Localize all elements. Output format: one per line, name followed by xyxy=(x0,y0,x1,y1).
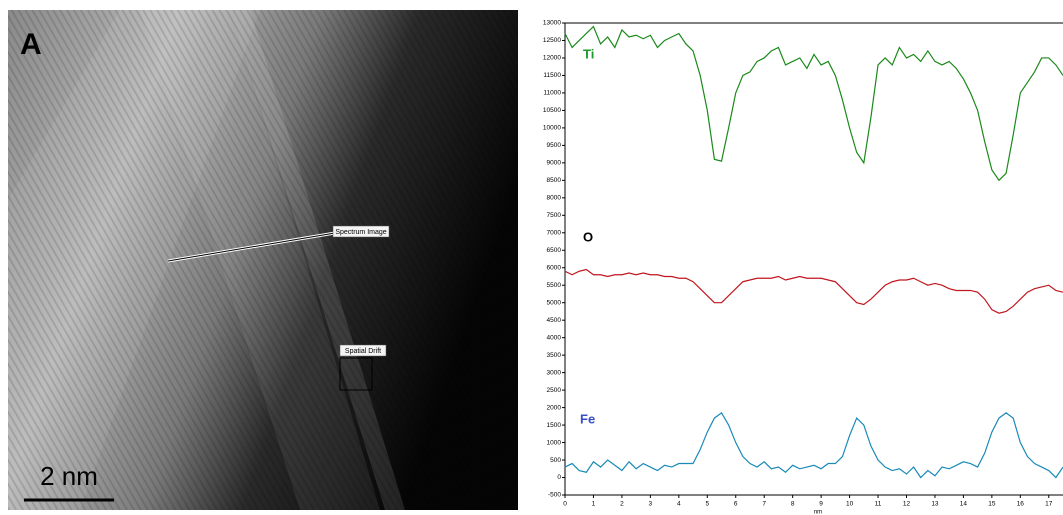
x-tick-label: 8 xyxy=(791,501,795,508)
y-tick-label: 8000 xyxy=(547,195,562,202)
y-tick-label: 6000 xyxy=(547,264,562,271)
y-tick-label: 9500 xyxy=(547,142,562,149)
y-tick-label: 500 xyxy=(550,457,561,464)
x-tick-label: 11 xyxy=(875,501,882,508)
y-tick-label: 7500 xyxy=(547,212,562,219)
y-tick-label: 0 xyxy=(557,474,561,481)
plot-area xyxy=(565,23,1063,495)
y-tick-label: 2000 xyxy=(547,404,562,411)
y-tick-label: 3500 xyxy=(547,352,562,359)
x-tick-label: 0 xyxy=(563,501,567,508)
series-label: O xyxy=(583,229,593,244)
y-tick-label: 1000 xyxy=(547,439,562,446)
x-tick-label: 3 xyxy=(649,501,653,508)
micrograph: A 2 nm Spectrum Image Spatial Drift xyxy=(8,10,518,510)
y-tick-label: 1500 xyxy=(547,422,562,429)
series-label: Fe xyxy=(580,411,595,426)
y-tick-label: 4500 xyxy=(547,317,562,324)
y-tick-label: 3000 xyxy=(547,369,562,376)
x-tick-label: 1 xyxy=(592,501,596,508)
x-tick-label: 7 xyxy=(762,501,766,508)
annotation: Spatial Drift xyxy=(345,348,381,355)
x-tick-label: 6 xyxy=(734,501,738,508)
scale-bar-label: 2 nm xyxy=(40,461,98,491)
y-tick-label: 9000 xyxy=(547,160,562,167)
x-tick-label: 9 xyxy=(819,501,823,508)
x-tick-label: 12 xyxy=(903,501,911,508)
y-tick-label: 6500 xyxy=(547,247,562,254)
x-tick-label: 4 xyxy=(677,501,681,508)
y-tick-label: 2500 xyxy=(547,387,562,394)
y-tick-label: 5000 xyxy=(547,299,562,306)
figure: A 2 nm Spectrum Image Spatial Drift -500… xyxy=(0,0,1063,515)
y-tick-label: 13000 xyxy=(543,20,561,27)
panel-label: A xyxy=(20,28,42,61)
series-label: Ti xyxy=(583,46,594,61)
y-tick-label: 7000 xyxy=(547,229,562,236)
y-tick-label: 11500 xyxy=(543,72,561,79)
y-tick-label: 12500 xyxy=(543,37,561,44)
x-tick-label: 15 xyxy=(988,501,996,508)
y-tick-label: 10000 xyxy=(543,125,561,132)
x-tick-label: 10 xyxy=(846,501,854,508)
chart: -500050010001500200025003000350040004500… xyxy=(543,20,1063,515)
y-tick-label: 5500 xyxy=(547,282,562,289)
x-tick-label: 5 xyxy=(705,501,709,508)
x-tick-label: 17 xyxy=(1045,501,1053,508)
x-tick-label: 13 xyxy=(931,501,939,508)
x-tick-label: 2 xyxy=(620,501,624,508)
y-tick-label: 10500 xyxy=(543,107,561,114)
y-tick-label: 8500 xyxy=(547,177,562,184)
y-tick-label: 12000 xyxy=(543,55,561,62)
annotation: Spectrum Image xyxy=(335,229,386,236)
y-tick-label: 4000 xyxy=(547,334,562,341)
y-tick-label: -500 xyxy=(548,492,561,499)
y-tick-label: 11000 xyxy=(543,90,561,97)
x-tick-label: 16 xyxy=(1017,501,1025,508)
x-tick-label: 14 xyxy=(960,501,968,508)
x-axis-label: nm xyxy=(814,510,822,515)
